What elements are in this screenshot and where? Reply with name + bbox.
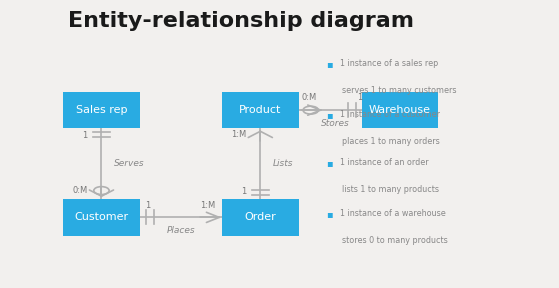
Text: Customer: Customer — [74, 212, 129, 222]
Text: 1 instance of a customer: 1 instance of a customer — [340, 110, 440, 119]
Text: Stores: Stores — [321, 119, 350, 128]
Text: 1: 1 — [83, 131, 88, 140]
Text: 1: 1 — [357, 93, 363, 102]
Text: 1: 1 — [145, 201, 150, 210]
Text: 0:M: 0:M — [73, 186, 88, 195]
Bar — [222, 199, 299, 236]
Text: Warehouse: Warehouse — [369, 105, 431, 115]
Text: ▪: ▪ — [326, 110, 333, 120]
Text: lists 1 to many products: lists 1 to many products — [343, 185, 439, 194]
Bar — [222, 92, 299, 128]
Text: 1 instance of an order: 1 instance of an order — [340, 158, 428, 167]
Text: Serves: Serves — [113, 159, 144, 168]
Text: ▪: ▪ — [326, 59, 333, 69]
Text: serves 1 to many customers: serves 1 to many customers — [343, 86, 457, 95]
Text: 1:M: 1:M — [231, 130, 247, 139]
Text: Order: Order — [244, 212, 276, 222]
Text: Product: Product — [239, 105, 282, 115]
Text: 1: 1 — [241, 187, 247, 196]
Text: 1 instance of a sales rep: 1 instance of a sales rep — [340, 59, 438, 68]
Text: 0:M: 0:M — [301, 93, 316, 102]
Text: ▪: ▪ — [326, 158, 333, 168]
Bar — [362, 92, 438, 128]
Text: Sales rep: Sales rep — [75, 105, 127, 115]
Text: ▪: ▪ — [326, 209, 333, 219]
Text: Places: Places — [167, 226, 195, 235]
Text: 1 instance of a warehouse: 1 instance of a warehouse — [340, 209, 446, 218]
Bar — [63, 199, 140, 236]
Text: 1:M: 1:M — [200, 201, 215, 210]
Text: places 1 to many orders: places 1 to many orders — [343, 137, 440, 146]
Text: stores 0 to many products: stores 0 to many products — [343, 236, 448, 245]
Bar — [63, 92, 140, 128]
Text: Lists: Lists — [272, 159, 293, 168]
Text: Entity-relationship diagram: Entity-relationship diagram — [68, 11, 414, 31]
